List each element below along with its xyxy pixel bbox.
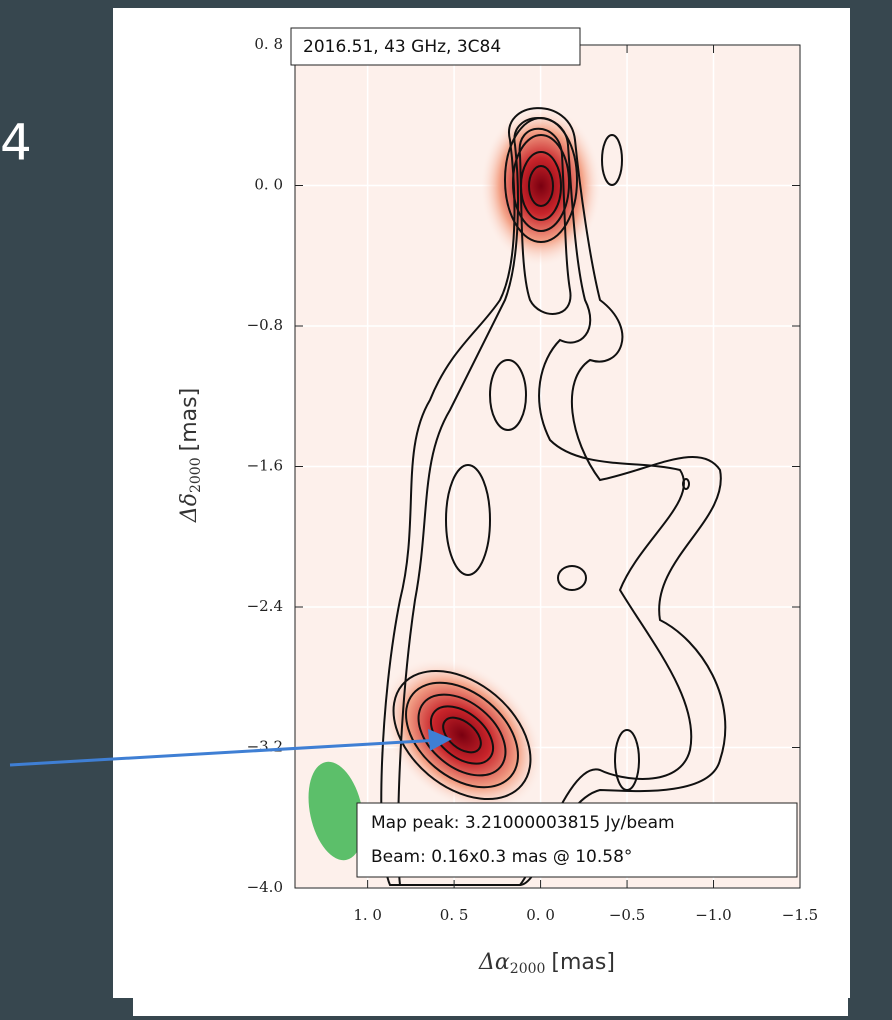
slide: 4 1. 0 0. 5 0. 0 −0.5 −1.0 −1.5 0. 8 0. 0 −0.8 −1…: [0, 0, 892, 1016]
x-tick-label: 1. 0: [353, 906, 382, 924]
x-label-subscript: 2000: [510, 961, 546, 977]
x-tick-label: 0. 0: [526, 906, 555, 924]
y-tick-label: −1.6: [247, 457, 283, 475]
x-label-symbol: Δα: [478, 950, 510, 975]
y-tick-label: −3.2: [247, 738, 283, 756]
x-tick-label: −1.0: [695, 906, 731, 924]
y-label-symbol: Δδ: [177, 493, 202, 523]
slide-number: 4: [0, 114, 32, 172]
x-tick-label: −1.5: [782, 906, 818, 924]
chart-title: 2016.51, 43 GHz, 3C84: [303, 37, 501, 57]
y-label-unit: [mas]: [177, 388, 202, 452]
y-tick-label: −0.8: [247, 316, 283, 334]
y-tick-label: −2.4: [247, 597, 283, 615]
x-label-unit: [mas]: [551, 950, 615, 975]
map-peak: Map peak: 3.21000003815 Jy/beam: [371, 813, 675, 833]
y-tick-label: 0. 8: [254, 35, 283, 53]
y-tick-label: 0. 0: [254, 176, 283, 194]
beam-info: Beam: 0.16x0.3 mas @ 10.58°: [371, 847, 632, 867]
y-label-subscript: 2000: [188, 457, 204, 493]
panel-strip: [133, 998, 848, 1016]
x-tick-label: −0.5: [609, 906, 645, 924]
x-tick-label: 0. 5: [440, 906, 469, 924]
y-tick-label: −4.0: [247, 878, 283, 896]
